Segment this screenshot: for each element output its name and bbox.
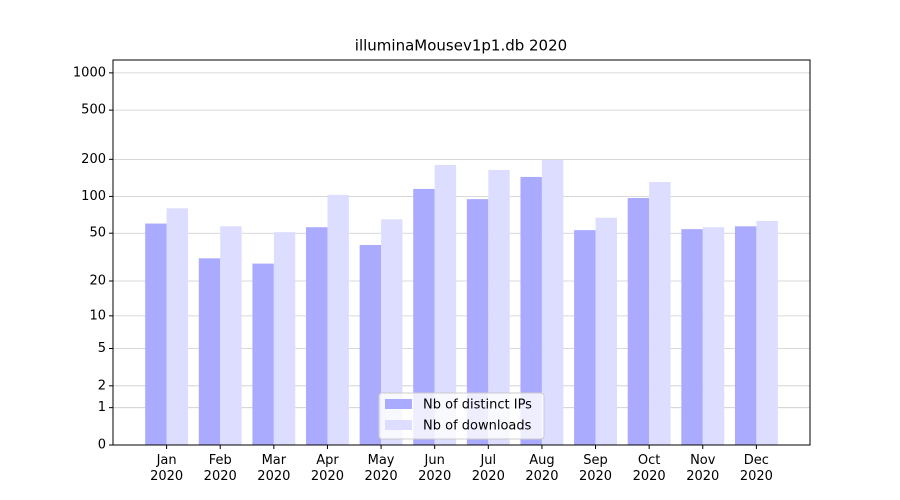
y-tick-label: 10 [89, 308, 106, 323]
bar [306, 227, 328, 445]
y-tick-label: 100 [81, 189, 106, 204]
legend-label: Nb of downloads [423, 419, 532, 434]
bar [327, 194, 349, 445]
bar [681, 229, 703, 445]
bar [252, 263, 274, 445]
x-tick-label: Mar 2020 [257, 453, 291, 484]
x-tick-label: Sep 2020 [578, 453, 613, 484]
y-tick-label: 1 [98, 400, 106, 415]
bar [541, 159, 564, 445]
y-tick-label: 500 [81, 103, 106, 118]
legend: Nb of distinct IPs Nb of downloads [378, 392, 545, 440]
y-tick-label: 200 [81, 152, 106, 167]
legend-swatch [385, 420, 412, 430]
legend-swatch [385, 399, 412, 409]
y-tick-label: 20 [89, 274, 106, 289]
x-tick-label: Jan 2020 [150, 453, 184, 484]
bar [198, 258, 221, 445]
bar [145, 223, 167, 445]
bar [359, 244, 382, 445]
bar [381, 219, 403, 445]
x-tick-label: Apr 2020 [310, 453, 344, 484]
bar [220, 226, 242, 445]
bar [273, 232, 296, 445]
y-tick-label: 0 [98, 438, 106, 453]
y-tick-label: 1000 [73, 65, 106, 80]
y-tick-label: 50 [89, 226, 106, 241]
bar [166, 208, 189, 445]
x-tick-label: Dec 2020 [739, 453, 773, 484]
y-tick-label: 5 [98, 341, 106, 356]
legend-label: Nb of distinct IPs [423, 398, 532, 413]
plot-frame [112, 59, 811, 446]
x-tick-label: May 2020 [364, 453, 398, 484]
x-tick-label: Aug 2020 [525, 453, 559, 484]
bar [702, 227, 725, 445]
bar [574, 230, 596, 445]
bar [756, 220, 778, 445]
x-tick-label: Jun 2020 [418, 453, 452, 484]
bar [413, 188, 435, 445]
bar [649, 181, 671, 445]
bar [434, 164, 457, 445]
bar [488, 169, 510, 446]
legend-box [378, 392, 545, 440]
bar [734, 226, 757, 445]
y-tick-label: 2 [98, 378, 106, 393]
bar [595, 217, 617, 445]
chart-title: illuminaMousev1p1.db 2020 [355, 37, 567, 55]
x-tick-label: Jul 2020 [471, 453, 505, 484]
bar [627, 198, 650, 445]
x-tick-label: Oct 2020 [632, 453, 666, 484]
x-tick-label: Nov 2020 [686, 453, 720, 484]
bar [520, 176, 542, 445]
x-tick-label: Feb 2020 [203, 453, 237, 484]
bar [466, 199, 489, 445]
